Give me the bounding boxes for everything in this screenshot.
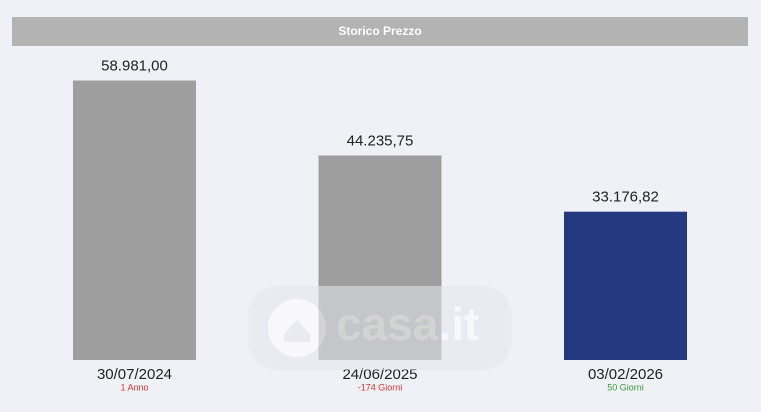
x-tick-label: 24/06/2025 [342,366,417,383]
watermark: casa.it [248,286,512,370]
watermark-text: casa.it [336,298,479,350]
watermark-house [284,320,310,342]
value-label: 33.176,82 [592,189,659,206]
x-tick-label: 03/02/2026 [588,366,663,383]
chart-title: Storico Prezzo [338,24,421,38]
note-label: 1 Anno [120,382,148,392]
note-label: -174 Giorni [358,382,403,392]
note-label: 50 Giorni [607,382,644,392]
title-bar [12,17,748,46]
bar [564,211,687,360]
value-label: 44.235,75 [347,132,414,149]
value-label: 58.981,00 [101,57,168,74]
x-tick-label: 30/07/2024 [97,366,172,383]
bar [73,80,196,361]
